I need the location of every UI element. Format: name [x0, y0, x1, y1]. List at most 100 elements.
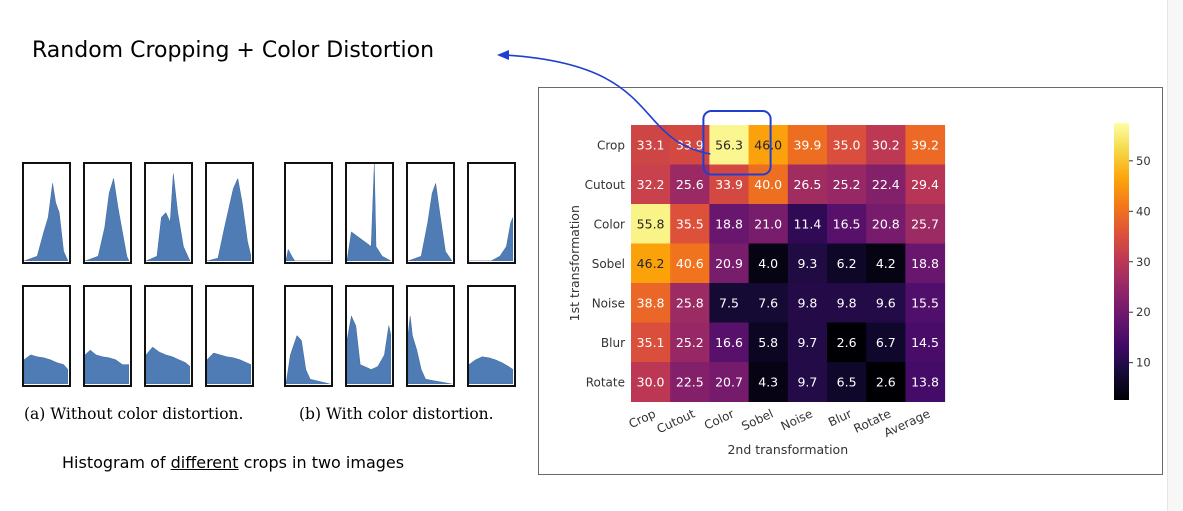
- hist-with-distortion-7: [406, 285, 455, 387]
- row-tick-label: Color: [594, 217, 625, 231]
- heatmap-cell: [787, 243, 828, 284]
- heatmap-cell: [709, 204, 750, 244]
- heatmap-cell-label: 7.6: [758, 295, 778, 310]
- heatmap-cell: [827, 362, 867, 402]
- heatmap-cell: [866, 125, 906, 165]
- hist-no-distortion-8: [205, 285, 254, 387]
- heatmap-cell-label: 2.6: [837, 335, 857, 350]
- hist-no-distortion-1: [22, 162, 71, 264]
- heatmap-cell-label: 9.3: [797, 256, 817, 271]
- heatmap-cell: [709, 362, 750, 402]
- histogram-note-suffix: crops in two images: [238, 453, 405, 472]
- heatmap-cell-label: 33.9: [676, 137, 704, 152]
- heatmap-cell: [748, 204, 789, 244]
- heatmap-cell: [827, 322, 867, 363]
- hist-no-distortion-6: [83, 285, 132, 387]
- heatmap-cell: [827, 125, 867, 165]
- histogram-area: [286, 248, 330, 261]
- heatmap-cell: [827, 283, 867, 323]
- hist-no-distortion-3: [144, 162, 193, 264]
- histogram-area: [347, 315, 391, 384]
- heatmap-cell: [905, 164, 946, 205]
- heatmap-cell-label: 9.7: [797, 374, 817, 389]
- heatmap-cell: [631, 164, 671, 205]
- row-tick-label: Blur: [601, 336, 625, 350]
- heatmap-cell-label: 20.8: [872, 216, 900, 231]
- heatmap-cell-label: 25.7: [911, 216, 939, 231]
- heatmap-cell: [905, 243, 946, 284]
- colorbar-tick-label: 20: [1136, 305, 1151, 319]
- column-tick-label: Crop: [627, 407, 658, 432]
- heatmap-cell: [787, 204, 828, 244]
- heatmap-cell-label: 33.9: [715, 177, 743, 192]
- column-tick-label: Blur: [826, 407, 854, 430]
- heatmap-cell-label: 9.8: [837, 295, 857, 310]
- heatmap-cell: [631, 283, 671, 323]
- caption-with-distortion: (b) With color distortion.: [299, 405, 494, 423]
- heatmap-cell-label: 30.2: [872, 137, 900, 152]
- heatmap-cell: [670, 362, 710, 402]
- heatmap-cell-label: 35.5: [676, 216, 704, 231]
- histogram-area: [408, 316, 452, 384]
- heatmap-cell-label: 35.1: [637, 335, 665, 350]
- histogram-area: [286, 335, 330, 384]
- heatmap-cell-label: 55.8: [637, 216, 665, 231]
- heatmap-cell: [827, 204, 867, 244]
- heatmap-cell-label: 6.5: [837, 374, 857, 389]
- heatmap-cell-label: 35.0: [833, 137, 861, 152]
- histogram-area: [469, 356, 513, 384]
- heatmap-cell-label: 11.4: [793, 216, 821, 231]
- colorbar-tick-label: 50: [1136, 154, 1151, 168]
- headline: Random Cropping + Color Distortion: [32, 38, 435, 63]
- heatmap-cell: [787, 164, 828, 205]
- heatmap-cell: [748, 243, 789, 284]
- hist-no-distortion-4: [205, 162, 254, 264]
- heatmap-cell-label: 4.2: [876, 256, 896, 271]
- row-tick-label: Sobel: [592, 257, 625, 271]
- heatmap-cell: [787, 322, 828, 363]
- heatmap-cell-label: 20.7: [715, 374, 743, 389]
- heatmap-cell: [631, 322, 671, 363]
- heatmap-cell: [866, 283, 906, 323]
- heatmap-cell-label: 6.7: [876, 335, 896, 350]
- heatmap-cell: [905, 322, 946, 363]
- heatmap-cell-label: 46.0: [754, 137, 782, 152]
- colorbar-tick-label: 30: [1136, 255, 1151, 269]
- y-axis-label: 1st transformation: [567, 205, 582, 321]
- histogram-note-underlined: different: [170, 453, 239, 472]
- row-tick-label: Rotate: [586, 375, 625, 389]
- heatmap-cell: [670, 322, 710, 363]
- heatmap-cell: [748, 125, 789, 165]
- hist-with-distortion-1: [284, 162, 333, 264]
- heatmap-cell-label: 32.2: [637, 177, 665, 192]
- heatmap-cell-label: 7.5: [719, 295, 739, 310]
- heatmap-cell: [787, 125, 828, 165]
- heatmap-cell-label: 56.3: [715, 137, 743, 152]
- heatmap-cell-label: 16.6: [715, 335, 743, 350]
- heatmap-cell: [866, 322, 906, 363]
- column-tick-label: Cutout: [655, 406, 698, 436]
- heatmap-cell-label: 30.0: [637, 374, 665, 389]
- heatmap-cell: [866, 164, 906, 205]
- x-axis-label: 2nd transformation: [727, 442, 848, 457]
- heatmap-cell-label: 39.2: [911, 137, 939, 152]
- hist-no-distortion-5: [22, 285, 71, 387]
- heatmap-cell-label: 25.6: [676, 177, 704, 192]
- heatmap-cell: [709, 243, 750, 284]
- row-tick-label: Crop: [597, 138, 625, 152]
- heatmap-cell-label: 15.5: [911, 295, 939, 310]
- heatmap-cell: [905, 362, 946, 402]
- heatmap-cell: [905, 125, 946, 165]
- histogram-area: [408, 183, 452, 261]
- histogram-area: [146, 346, 190, 384]
- histogram-area: [207, 352, 251, 384]
- hist-with-distortion-8: [467, 285, 516, 387]
- heatmap-cell: [670, 283, 710, 323]
- heatmap-cell-label: 22.4: [872, 177, 900, 192]
- heatmap-cell: [827, 164, 867, 205]
- hist-with-distortion-6: [345, 285, 394, 387]
- hist-with-distortion-5: [284, 285, 333, 387]
- heatmap-cell-label: 39.9: [793, 137, 821, 152]
- heatmap-cell: [866, 204, 906, 244]
- heatmap-cell-label: 46.2: [637, 256, 665, 271]
